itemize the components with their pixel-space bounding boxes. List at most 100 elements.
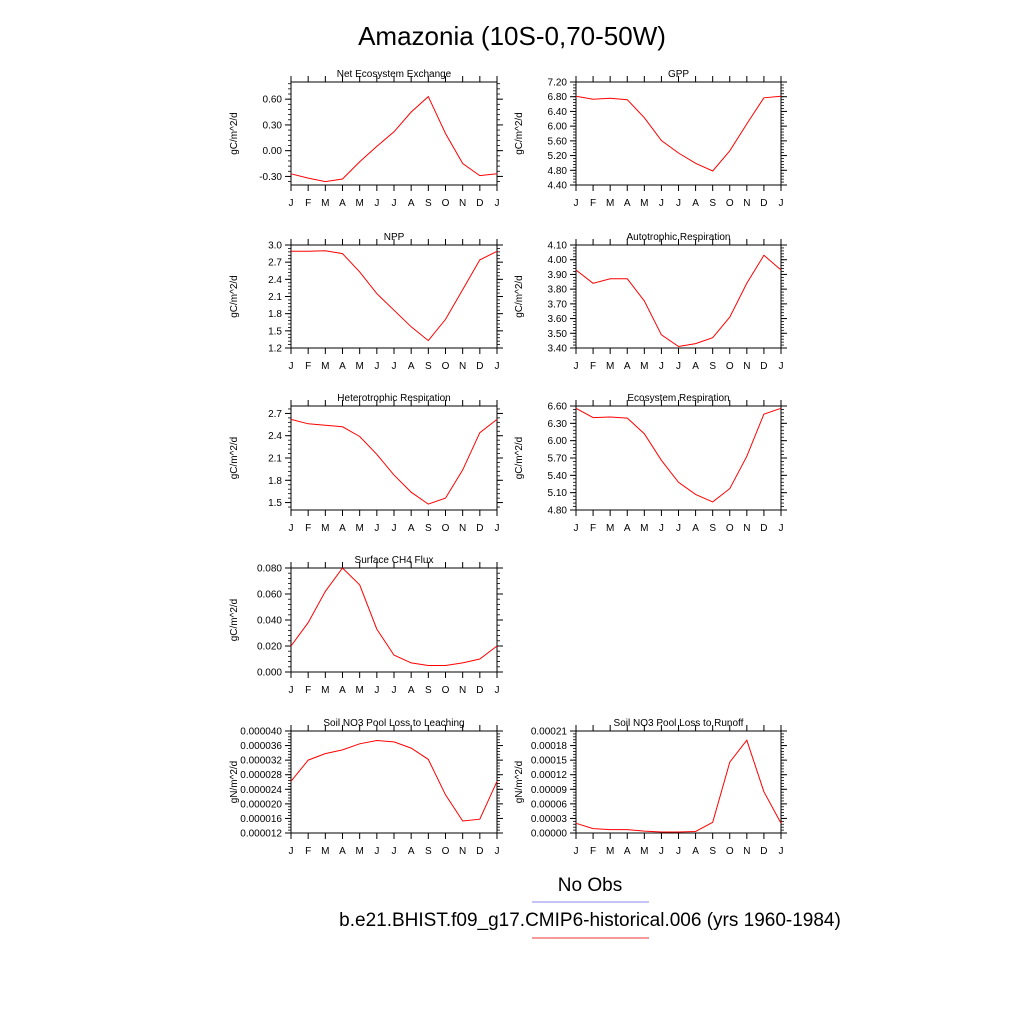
y-axis-label: gC/m^2/d: [229, 599, 240, 642]
y-tick-label: 3.90: [548, 270, 568, 281]
y-tick-label: 2.4: [268, 275, 282, 286]
y-axis-label: gC/m^2/d: [514, 437, 525, 480]
y-tick-label: 5.20: [548, 151, 568, 162]
x-tick-label: A: [339, 846, 346, 857]
x-tick-label: M: [606, 198, 614, 209]
plot-frame: [575, 81, 782, 186]
x-tick-label: D: [476, 361, 483, 372]
y-tick-label: 0.080: [257, 564, 282, 575]
x-tick-label: M: [640, 846, 648, 857]
chart-title: Heterotrophic Respiration: [337, 393, 450, 404]
y-tick-label: 2.7: [268, 409, 282, 420]
y-tick-label: 3.50: [548, 329, 568, 340]
x-tick-label: M: [355, 846, 363, 857]
y-tick-label: 4.40: [548, 181, 568, 192]
plot-frame: [575, 730, 782, 834]
x-tick-label: J: [676, 523, 681, 534]
chart-panel: Soil NO3 Pool Loss to LeachinggN/m^2/d0.…: [229, 718, 503, 857]
x-tick-label: O: [442, 685, 450, 696]
y-tick-label: 1.2: [268, 344, 282, 355]
series-line: [575, 95, 782, 172]
y-tick-label: 0.00021: [531, 727, 568, 738]
x-tick-label: D: [760, 523, 767, 534]
x-tick-label: O: [442, 198, 450, 209]
y-tick-label: 0.30: [263, 120, 283, 131]
chart-panel: GPP gC/m^2/d 4.40 4.80 5.20 5.60 6.00 6.40 6.80 7…: [514, 69, 787, 209]
x-tick-label: O: [442, 523, 450, 534]
series-line: [291, 250, 498, 342]
x-tick-label: F: [305, 198, 311, 209]
x-tick-label: M: [355, 523, 363, 534]
x-tick-label: A: [408, 523, 415, 534]
x-tick-label: O: [442, 846, 450, 857]
x-tick-label: N: [459, 198, 466, 209]
series-line: [575, 739, 782, 833]
x-tick-label: A: [408, 198, 415, 209]
x-tick-label: J: [392, 198, 397, 209]
y-tick-label: 5.70: [548, 454, 568, 465]
x-tick-label: O: [726, 846, 734, 857]
y-axis-label: gN/m^2/d: [514, 761, 525, 804]
y-tick-label: 6.80: [548, 92, 568, 103]
x-tick-label: J: [676, 361, 681, 372]
y-tick-label: 5.10: [548, 488, 568, 499]
x-tick-label: A: [339, 198, 346, 209]
x-tick-label: A: [624, 846, 631, 857]
x-tick-label: M: [606, 846, 614, 857]
y-tick-label: 4.80: [548, 166, 568, 177]
x-tick-label: A: [692, 846, 699, 857]
x-tick-label: D: [476, 523, 483, 534]
chart-panel: Soil NO3 Pool Loss to Runoff gN/m^2/d 0.00…: [514, 718, 787, 857]
x-tick-label: F: [590, 361, 596, 372]
x-tick-label: D: [476, 685, 483, 696]
x-tick-label: D: [476, 846, 483, 857]
y-axis-label: gC/m^2/d: [514, 112, 525, 155]
x-tick-label: F: [590, 198, 596, 209]
x-tick-label: J: [676, 846, 681, 857]
y-tick-label: 0.060: [257, 590, 282, 601]
y-axis-label: gC/m^2/d: [229, 112, 240, 155]
x-tick-label: A: [339, 685, 346, 696]
x-tick-label: M: [606, 361, 614, 372]
series-line: [575, 407, 782, 503]
chart-title: Surface CH4 Flux: [355, 555, 434, 566]
series-line: [290, 418, 498, 505]
x-tick-label: A: [339, 523, 346, 534]
y-tick-label: 0.00012: [531, 770, 568, 781]
x-tick-label: M: [640, 198, 648, 209]
y-tick-label: 3.80: [548, 285, 568, 296]
x-tick-label: D: [760, 198, 767, 209]
x-tick-label: J: [574, 198, 579, 209]
x-tick-label: A: [692, 523, 699, 534]
x-tick-label: F: [590, 523, 596, 534]
x-tick-label: J: [495, 523, 500, 534]
panels-group: Net Ecosystem ExchangegC/m^2/d-0.300.000…: [229, 69, 787, 857]
legend-model-label: b.e21.BHIST.f09_g17.CMIP6-historical.006…: [339, 910, 841, 931]
y-axis-label: gN/m^2/d: [229, 761, 240, 804]
x-tick-label: A: [408, 361, 415, 372]
x-tick-label: N: [743, 198, 750, 209]
y-tick-label: 4.80: [548, 506, 568, 517]
x-tick-label: J: [495, 685, 500, 696]
chart-title: Soil NO3 Pool Loss to Runoff: [614, 718, 744, 729]
y-tick-label: 6.00: [548, 436, 568, 447]
x-tick-label: J: [392, 685, 397, 696]
x-tick-label: D: [760, 361, 767, 372]
y-axis-label: gC/m^2/d: [514, 275, 525, 318]
x-tick-label: J: [574, 361, 579, 372]
x-tick-label: J: [574, 523, 579, 534]
x-tick-label: D: [476, 198, 483, 209]
x-tick-label: F: [305, 846, 311, 857]
chart-title: GPP: [668, 69, 689, 80]
x-tick-label: J: [495, 361, 500, 372]
y-tick-label: 3.40: [548, 344, 568, 355]
x-tick-label: J: [495, 198, 500, 209]
x-tick-label: J: [392, 846, 397, 857]
y-tick-label: 0.000016: [240, 814, 282, 825]
chart-title: Ecosystem Respiration: [627, 393, 729, 404]
x-tick-label: J: [659, 846, 664, 857]
x-tick-label: S: [709, 846, 716, 857]
x-tick-label: J: [289, 361, 294, 372]
